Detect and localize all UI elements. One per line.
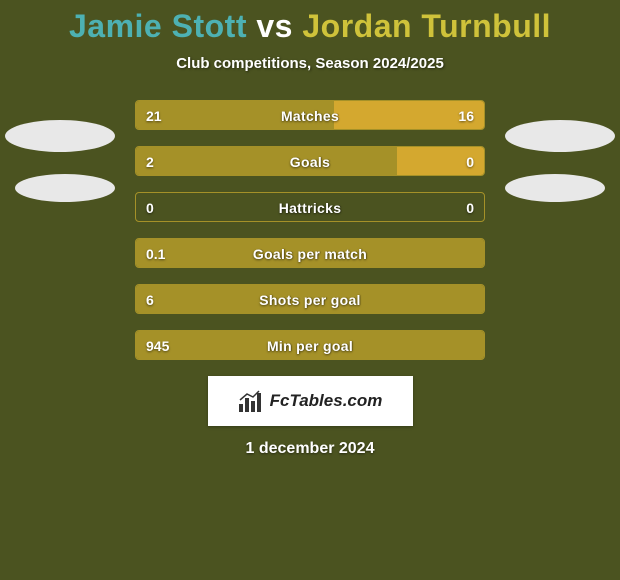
- player1-avatar-shape-1: [5, 120, 115, 152]
- bar-chart-icon: [238, 390, 264, 412]
- stat-row: 21Matches16: [135, 100, 485, 130]
- stats-container: 21Matches162Goals00Hattricks00.1Goals pe…: [135, 100, 485, 360]
- logo-text: FcTables.com: [270, 391, 383, 411]
- stat-label: Goals per match: [136, 239, 484, 268]
- stat-row: 0Hattricks0: [135, 192, 485, 222]
- player2-avatar-shape-2: [505, 174, 605, 202]
- vs-text: vs: [256, 8, 293, 44]
- stat-value-right: 0: [466, 147, 474, 176]
- stat-label: Hattricks: [136, 193, 484, 222]
- stat-row: 0.1Goals per match: [135, 238, 485, 268]
- fctables-logo: FcTables.com: [208, 376, 413, 426]
- comparison-title: Jamie Stott vs Jordan Turnbull: [0, 0, 620, 45]
- subtitle: Club competitions, Season 2024/2025: [0, 55, 620, 72]
- player2-avatar-shape-1: [505, 120, 615, 152]
- player1-name: Jamie Stott: [69, 8, 247, 44]
- stat-label: Goals: [136, 147, 484, 176]
- stat-row: 945Min per goal: [135, 330, 485, 360]
- stat-label: Shots per goal: [136, 285, 484, 314]
- stat-row: 6Shots per goal: [135, 284, 485, 314]
- player1-avatar-shape-2: [15, 174, 115, 202]
- stat-label: Matches: [136, 101, 484, 130]
- stat-row: 2Goals0: [135, 146, 485, 176]
- snapshot-date: 1 december 2024: [0, 440, 620, 458]
- stat-value-right: 0: [466, 193, 474, 222]
- stat-label: Min per goal: [136, 331, 484, 360]
- player2-name: Jordan Turnbull: [302, 8, 551, 44]
- stat-value-right: 16: [458, 101, 474, 130]
